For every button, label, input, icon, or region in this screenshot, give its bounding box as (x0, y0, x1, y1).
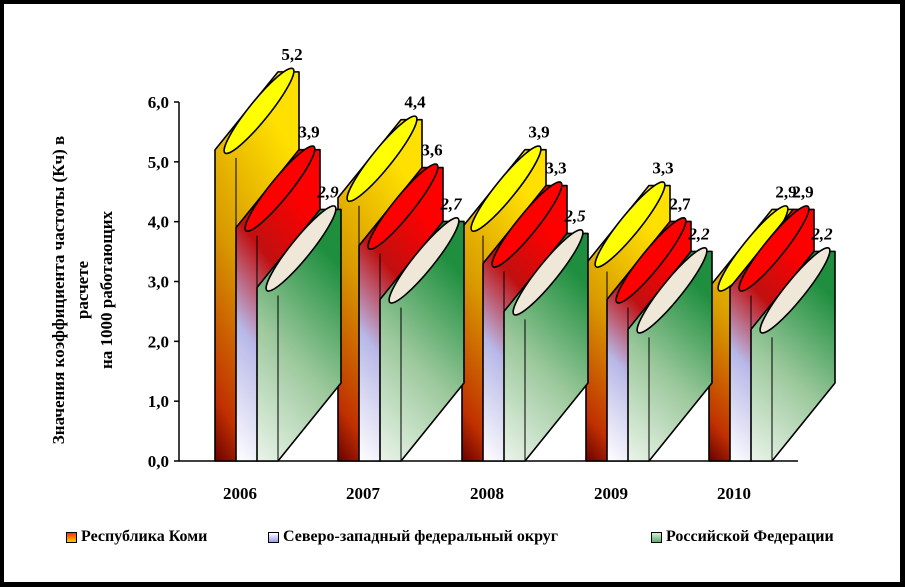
y-axis-label-line: Значения коэффициента частоты (Кч) в (49, 136, 68, 444)
chart-axes: 0,0 1,0 2,0 3,0 4,0 5,0 6,0 2006 2007 2008 2009 201… (148, 93, 798, 503)
legend-label: Северо-западный федеральный округ (283, 528, 559, 545)
y-tick-label: 5,0 (148, 153, 169, 172)
data-label: 3,6 (421, 141, 442, 160)
bar-top (388, 217, 460, 304)
legend-label: Республика Коми (81, 528, 208, 545)
y-tick-label: 3,0 (148, 273, 169, 292)
legend-swatch (268, 531, 279, 543)
data-label: 2,9 (792, 182, 813, 201)
y-tick-label: 4,0 (148, 213, 169, 232)
data-label: 2,5 (563, 206, 586, 225)
bar-top (636, 246, 708, 334)
x-tick-label: 2010 (717, 484, 751, 503)
y-axis-label: Значения коэффициента частоты (Кч) в расч… (49, 136, 116, 444)
data-label: 3,9 (528, 123, 549, 142)
legend-item: Республика Коми (66, 528, 207, 546)
y-axis-label-line: на 1000 работающих (97, 211, 116, 369)
y-axis-label-line: расчете (73, 260, 92, 319)
data-label: 5,2 (281, 45, 302, 64)
y-tick-label: 2,0 (148, 332, 169, 351)
bar-top (491, 181, 563, 268)
data-label: 2,7 (439, 194, 463, 213)
chart-bars (214, 67, 836, 462)
bar-top (223, 67, 295, 155)
legend-swatch (651, 531, 662, 543)
chart-data-labels: 5,24,43,93,32,93,93,63,32,72,92,92,72,52… (281, 45, 833, 244)
data-label: 2,7 (669, 194, 691, 213)
bar-top (470, 145, 542, 233)
x-tick-label: 2006 (223, 484, 257, 503)
legend: Республика Коми Северо-западный федераль… (0, 524, 905, 554)
bar (256, 205, 342, 462)
bar-top (265, 205, 337, 292)
data-label: 2,9 (775, 182, 796, 201)
bar-top (759, 246, 831, 334)
data-label: 4,4 (404, 93, 426, 112)
data-label: 3,3 (545, 159, 566, 178)
bar (750, 246, 836, 462)
data-label: 2,2 (687, 224, 710, 243)
bar-top (244, 145, 316, 233)
data-label: 3,3 (652, 159, 673, 178)
y-tick-label: 6,0 (148, 93, 169, 112)
x-tick-label: 2008 (470, 484, 504, 503)
bar-top (738, 205, 810, 292)
legend-item: Северо-западный федеральный округ (268, 528, 558, 546)
data-label: 2,9 (316, 182, 339, 201)
bar (379, 217, 465, 462)
data-label: 3,9 (298, 123, 319, 142)
legend-swatch (66, 531, 77, 543)
y-tick-label: 0,0 (148, 452, 169, 471)
x-tick-label: 2009 (594, 484, 628, 503)
bar-top (346, 115, 418, 203)
bar-top (615, 217, 687, 304)
bar-top (512, 229, 584, 316)
bar-top (594, 181, 666, 268)
bar (503, 229, 589, 462)
x-tick-label: 2007 (346, 484, 381, 503)
data-label: 2,2 (810, 224, 833, 243)
bar-top (367, 163, 439, 250)
legend-label: Российской Федерации (666, 528, 834, 545)
y-tick-label: 1,0 (148, 392, 169, 411)
legend-item: Российской Федерации (651, 528, 834, 546)
bar (627, 246, 713, 462)
